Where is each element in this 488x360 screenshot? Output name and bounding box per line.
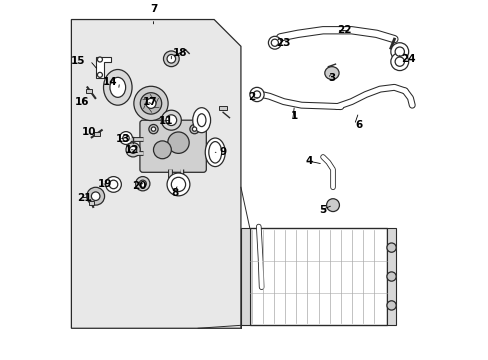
Text: 18: 18 [173,49,187,58]
Ellipse shape [97,57,102,62]
Ellipse shape [268,36,281,49]
Ellipse shape [139,180,146,187]
Ellipse shape [167,132,189,153]
Ellipse shape [390,43,408,60]
Ellipse shape [171,177,185,192]
Ellipse shape [386,301,395,310]
Ellipse shape [394,47,404,56]
Ellipse shape [109,180,118,189]
Ellipse shape [253,91,260,98]
Text: 1: 1 [290,111,298,121]
Ellipse shape [161,110,181,130]
Ellipse shape [120,132,132,144]
Ellipse shape [153,141,171,159]
Ellipse shape [386,272,395,281]
Ellipse shape [208,141,221,163]
Text: 20: 20 [132,180,146,190]
Ellipse shape [110,77,125,97]
Ellipse shape [324,67,338,80]
Text: 17: 17 [142,96,157,107]
Ellipse shape [167,54,175,63]
Text: 15: 15 [71,55,85,66]
Text: 11: 11 [159,116,173,126]
Bar [386,228,395,325]
Ellipse shape [192,108,210,133]
Ellipse shape [97,72,102,77]
Ellipse shape [326,199,339,212]
Ellipse shape [197,114,205,127]
Ellipse shape [205,138,225,167]
Text: 23: 23 [276,38,290,48]
Ellipse shape [140,93,162,114]
Ellipse shape [189,125,199,134]
Text: 9: 9 [219,147,226,157]
Ellipse shape [163,51,179,67]
Ellipse shape [192,127,196,131]
Text: 22: 22 [337,25,351,35]
Text: 24: 24 [401,54,415,64]
Text: 3: 3 [328,73,335,84]
Ellipse shape [386,243,395,252]
Text: 2: 2 [247,92,255,102]
Text: 19: 19 [98,179,112,189]
Text: 8: 8 [171,188,178,198]
Ellipse shape [146,98,156,108]
Text: 13: 13 [116,134,130,144]
Ellipse shape [394,57,404,66]
Ellipse shape [151,127,155,131]
Ellipse shape [129,146,137,153]
FancyBboxPatch shape [140,120,206,172]
Ellipse shape [148,125,158,134]
Ellipse shape [105,176,121,192]
Bar [249,228,386,325]
Bar [94,132,100,135]
Text: 7: 7 [149,4,157,14]
Text: 21: 21 [77,193,91,203]
Bar [241,228,249,325]
Ellipse shape [167,173,189,196]
Ellipse shape [103,69,132,105]
Ellipse shape [249,87,264,102]
Ellipse shape [134,86,168,121]
Text: 16: 16 [75,96,89,107]
Bar [219,105,226,110]
Ellipse shape [165,115,176,126]
Ellipse shape [91,192,100,201]
Text: 4: 4 [305,156,312,166]
Ellipse shape [271,39,278,46]
Ellipse shape [86,187,104,205]
Text: 14: 14 [103,77,118,87]
Bar [86,89,92,93]
Polygon shape [96,57,110,78]
Text: 10: 10 [82,127,97,137]
Ellipse shape [135,176,150,191]
Text: 12: 12 [124,145,139,155]
Text: 5: 5 [319,206,326,216]
Ellipse shape [126,143,140,157]
Ellipse shape [122,135,129,141]
Ellipse shape [390,53,408,71]
Bar [89,201,94,206]
Polygon shape [71,19,241,328]
Text: 6: 6 [354,120,362,130]
